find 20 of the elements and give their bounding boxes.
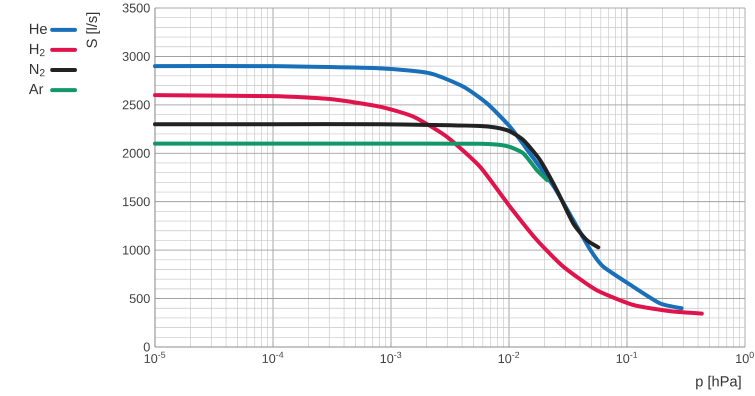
x-axis-title: p [hPa]: [696, 376, 741, 390]
x-tick-label: 10$^{-3}$: [380, 352, 402, 364]
x-tick-label: 10$^{-4}$: [262, 352, 284, 364]
legend-label: N$_{2}$: [30, 64, 45, 76]
x-tick-label: 10$^{-1}$: [616, 352, 638, 364]
x-tick-label: 10$^{-5}$: [144, 352, 166, 364]
y-tick-label: 1500: [123, 197, 150, 206]
x-tick-label: 10$^{0}$: [736, 352, 754, 364]
y-tick-label: 2000: [122, 148, 150, 158]
y-tick-label: 500: [130, 294, 150, 304]
y-tick-label: 3000: [122, 52, 150, 61]
legend-label: Ar: [28, 84, 44, 94]
y-tick-label: 3500: [122, 4, 150, 12]
y-tick-label: 0: [144, 342, 150, 352]
y-axis-title: S [l/s]: [86, 12, 100, 48]
legend-label: He: [30, 24, 47, 34]
legend-label: H$_{2}$: [30, 44, 45, 56]
y-tick-label: 1000: [123, 246, 150, 255]
x-tick-label: 10$^{-2}$: [498, 352, 520, 364]
y-tick-label: 2500: [122, 100, 150, 110]
